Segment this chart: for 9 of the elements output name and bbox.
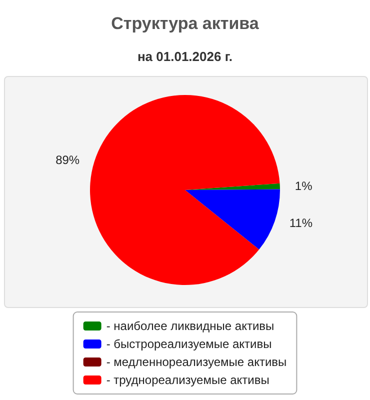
chart-subtitle: на 01.01.2026 г. [137,49,233,64]
legend-label: - медленнореализуемые активы [106,355,287,369]
legend-label: - быстрореализуемые активы [106,337,272,351]
data-label: 89% [56,152,80,167]
chart-title: Структура актива [111,14,260,33]
data-label: 11% [289,216,313,230]
legend-label: - наиболее ликвидные активы [106,319,274,333]
legend-label: - труднореализуемые активы [106,373,270,387]
data-label: 1% [294,179,313,194]
